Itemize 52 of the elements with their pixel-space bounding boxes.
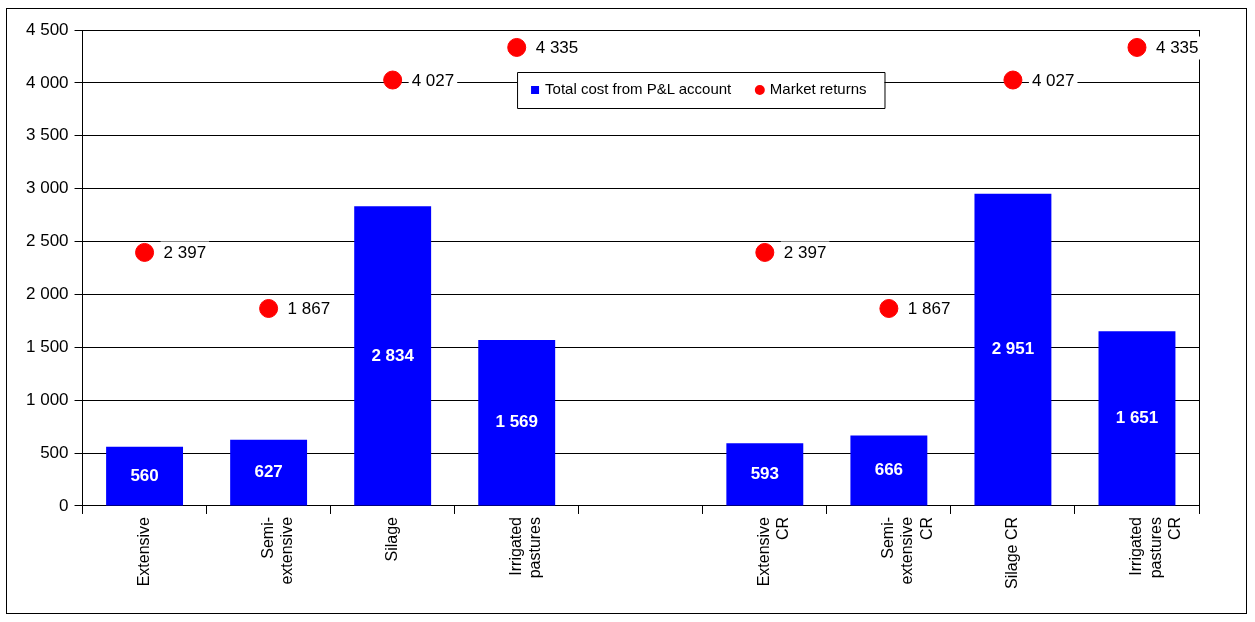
- y-tick-label: 1 000: [25, 389, 69, 409]
- data-label: 1 867: [287, 299, 331, 319]
- y-tick-label: 2 000: [25, 284, 69, 304]
- bar: [974, 193, 1052, 506]
- data-label: 2 397: [783, 243, 827, 263]
- legend-label: Total cost from P&L account: [545, 80, 733, 98]
- point: [755, 242, 775, 262]
- data-label: 627: [254, 462, 283, 482]
- data-label: 1 867: [907, 299, 951, 319]
- point: [879, 299, 899, 318]
- data-label: 666: [874, 460, 904, 480]
- data-label: 4 335: [1155, 38, 1199, 58]
- y-tick-label: 0: [59, 495, 69, 515]
- bar: [478, 340, 556, 506]
- data-label: 4 027: [1031, 70, 1075, 90]
- data-label: 1 569: [495, 412, 538, 432]
- data-label: 2 951: [991, 339, 1035, 359]
- y-tick-label: 3 500: [25, 125, 69, 145]
- y-tick-label: 3 000: [25, 178, 69, 198]
- y-tick-label: 2 500: [25, 231, 69, 251]
- x-tick-label: Extensive: [134, 516, 152, 587]
- point: [507, 37, 527, 57]
- bar: [726, 443, 804, 506]
- data-label: 560: [130, 465, 159, 485]
- point: [259, 299, 279, 318]
- bar: [1098, 331, 1176, 506]
- x-tick-label: Irrigated pastures CR: [1127, 516, 1183, 579]
- data-label: 2 834: [371, 345, 415, 365]
- x-tick-label: Irrigated pastures: [507, 516, 544, 579]
- x-tick-label: Silage: [383, 516, 401, 562]
- data-label: 593: [750, 464, 780, 484]
- data-label: 1 651: [1115, 408, 1159, 428]
- bar: [230, 439, 308, 506]
- bar: [850, 435, 928, 506]
- point: [1127, 37, 1147, 57]
- y-tick-label: 4 000: [25, 72, 69, 92]
- legend-label: Market returns: [769, 80, 867, 98]
- data-label: 2 397: [163, 243, 207, 263]
- x-tick-label: Semi-extensive CR: [879, 516, 935, 585]
- data-label: 4 335: [535, 38, 579, 58]
- data-label: 4 027: [411, 70, 455, 90]
- point: [383, 70, 403, 90]
- x-tick-label: Semi-extensive: [259, 516, 296, 585]
- bar: [354, 206, 432, 506]
- bar: [106, 446, 184, 506]
- x-tick-label: Silage CR: [1003, 516, 1021, 589]
- y-tick-label: 1 500: [25, 337, 69, 356]
- x-tick-label: Extensive CR: [755, 516, 792, 587]
- point: [135, 242, 155, 262]
- y-tick-label: 500: [40, 442, 69, 462]
- point: [1003, 70, 1023, 90]
- y-tick-label: 4 500: [25, 19, 69, 39]
